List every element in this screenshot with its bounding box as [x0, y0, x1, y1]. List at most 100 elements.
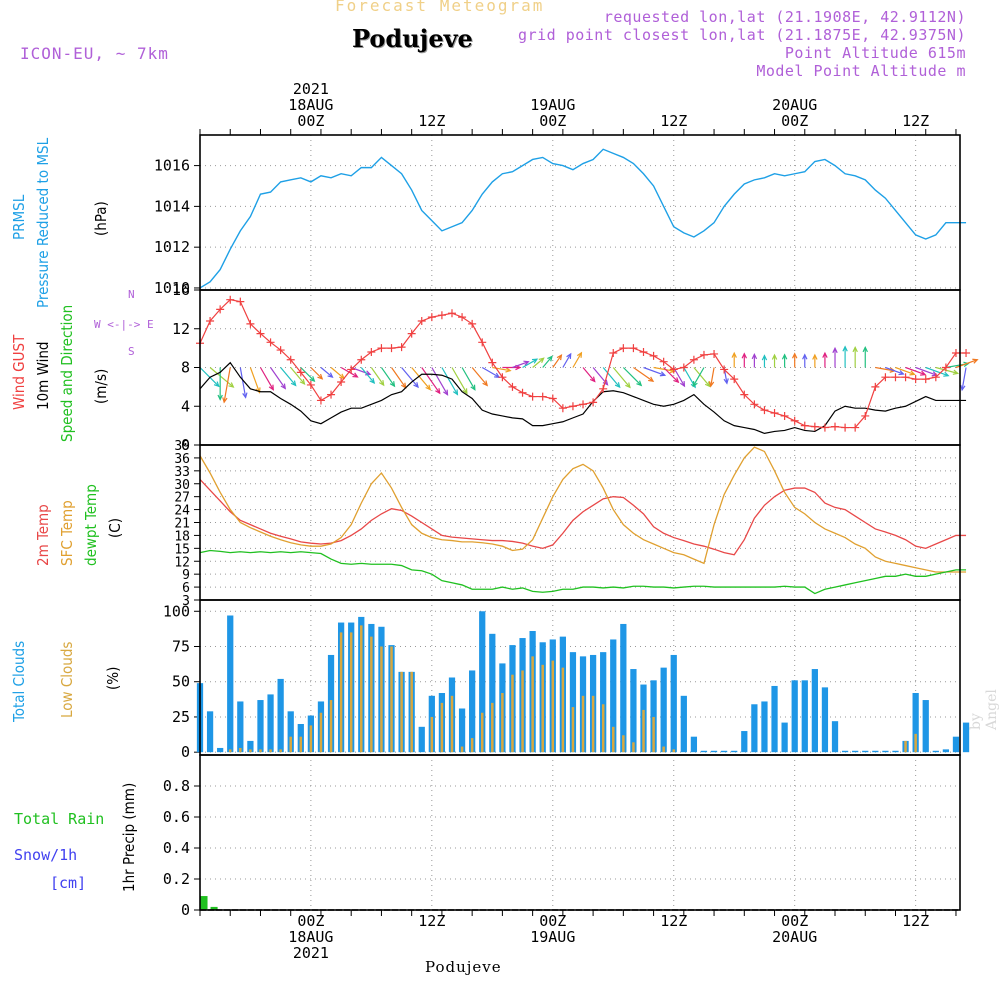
wind-arrow-head	[920, 370, 927, 376]
wind-arrow-shaft	[380, 367, 395, 387]
gust-marker	[387, 344, 396, 353]
wind-arrow-shaft	[391, 367, 407, 389]
gust-marker	[327, 390, 336, 399]
top-time-label: 20AUG 00Z	[755, 97, 835, 129]
wind-arrow-head	[648, 376, 655, 383]
wind-arrow	[960, 367, 967, 392]
wind-arrow-shaft	[512, 361, 529, 369]
total-cloud-bar	[932, 750, 939, 753]
gust-marker	[699, 350, 708, 359]
total-cloud-bar	[862, 750, 869, 753]
gust-marker	[659, 357, 668, 366]
wind-arrow	[862, 345, 868, 368]
low-cloud-bar	[904, 740, 907, 753]
total-cloud-bar	[660, 667, 667, 753]
wind-arrow-head	[538, 357, 545, 364]
low-cloud-bar	[360, 625, 363, 753]
gust-marker	[377, 344, 386, 353]
footer-station: Podujeve	[425, 958, 502, 976]
wind-arrow-shaft	[330, 367, 345, 379]
wind-arrow-shaft	[692, 367, 705, 387]
snow-unit-label: [cm]	[50, 874, 87, 892]
wind-arrow-shaft	[622, 367, 642, 386]
wind-arrow-shaft	[461, 367, 476, 390]
gust-marker	[216, 305, 225, 314]
total-cloud-bar	[267, 694, 274, 753]
requested-coords: requested lon,lat (21.1908E, 42.9112N)	[603, 8, 966, 26]
total-cloud-bar	[811, 669, 818, 753]
wind-arrow-shaft	[199, 367, 220, 387]
wind-arrow-shaft	[320, 367, 333, 378]
gust-marker	[538, 392, 547, 401]
top-time-label: 12Z	[876, 113, 956, 129]
wind-arrow	[552, 354, 563, 368]
compass-n: N	[128, 288, 135, 301]
bottom-time-label: 12Z	[392, 913, 472, 929]
wind-arrow	[751, 353, 758, 368]
gust-marker	[810, 422, 819, 431]
wind-arrow-head	[352, 372, 359, 378]
wind-arrow-shaft	[481, 366, 500, 378]
total-cloud-bar	[489, 633, 496, 753]
gust-marker	[579, 400, 588, 409]
time-label-line: 2021	[292, 80, 329, 98]
wind-arrow-shaft	[492, 366, 511, 372]
wind-arrow	[885, 366, 905, 376]
total-cloud-bar	[751, 704, 758, 753]
gust-marker	[236, 297, 245, 306]
wind-arrow-shaft	[673, 367, 685, 387]
wind-arrow-shaft	[905, 366, 926, 376]
wind-arrow-head	[317, 373, 324, 380]
wind-arrow	[895, 366, 916, 376]
wind-arrow	[280, 367, 297, 387]
rain-bar	[210, 906, 218, 910]
gust-marker	[841, 423, 850, 432]
low-cloud-bar	[299, 736, 303, 753]
wind-arrow	[300, 367, 316, 383]
grid-point-coords: grid point closest lon,lat (21.1875E, 42…	[518, 26, 966, 44]
total-cloud-bar	[237, 701, 244, 753]
gust-marker	[427, 313, 436, 322]
gust-marker	[901, 373, 910, 382]
gust-marker	[447, 309, 456, 318]
wind-arrow-shaft	[259, 367, 274, 390]
y-tick-label: 8	[181, 359, 190, 377]
y-tick-label: 0.6	[163, 808, 190, 826]
total-cloud-bar	[650, 680, 657, 753]
wind-arrow-head	[378, 380, 385, 387]
wind-arrow	[633, 367, 655, 383]
wind-arrow-head	[832, 346, 838, 354]
total-cloud-bar	[206, 711, 214, 753]
time-label-line: 19AUG	[530, 928, 576, 946]
wind-arrow	[330, 367, 346, 380]
y-tick-label: 0	[181, 743, 190, 761]
wind-arrow-shaft	[249, 367, 261, 393]
y-tick-label: 30	[174, 478, 190, 493]
total-cloud-bar	[620, 623, 627, 753]
gust-marker	[871, 382, 880, 391]
wind-arrow-head	[802, 353, 808, 360]
y-tick-label: 0	[181, 901, 190, 919]
low-cloud-bar	[480, 712, 484, 753]
gust-marker	[951, 348, 960, 357]
wind-arrow-shaft	[310, 367, 323, 380]
wind-arrow-head	[741, 352, 748, 359]
total-cloud-bar	[680, 695, 687, 753]
wind-arrow-shaft	[693, 367, 711, 387]
wind-arrow	[492, 366, 512, 373]
y-tick-label: 100	[163, 602, 190, 620]
wind-arrow-head	[761, 354, 768, 361]
gust-marker	[649, 351, 658, 360]
time-label-line: 20AUG	[772, 928, 818, 946]
model-altitude: Model Point Altitude m	[756, 62, 966, 80]
low-cloud-bar	[309, 725, 313, 753]
gust-marker	[941, 363, 950, 372]
wind-arrow	[471, 367, 489, 387]
total-cloud-bar	[882, 750, 889, 753]
total-cloud-bar	[227, 615, 234, 753]
y-tick-label: 75	[172, 638, 190, 656]
low-cloud-bar	[370, 636, 373, 753]
wind-gust-line	[199, 299, 967, 429]
wind-arrow	[532, 357, 545, 368]
wind-arrow	[222, 367, 231, 404]
